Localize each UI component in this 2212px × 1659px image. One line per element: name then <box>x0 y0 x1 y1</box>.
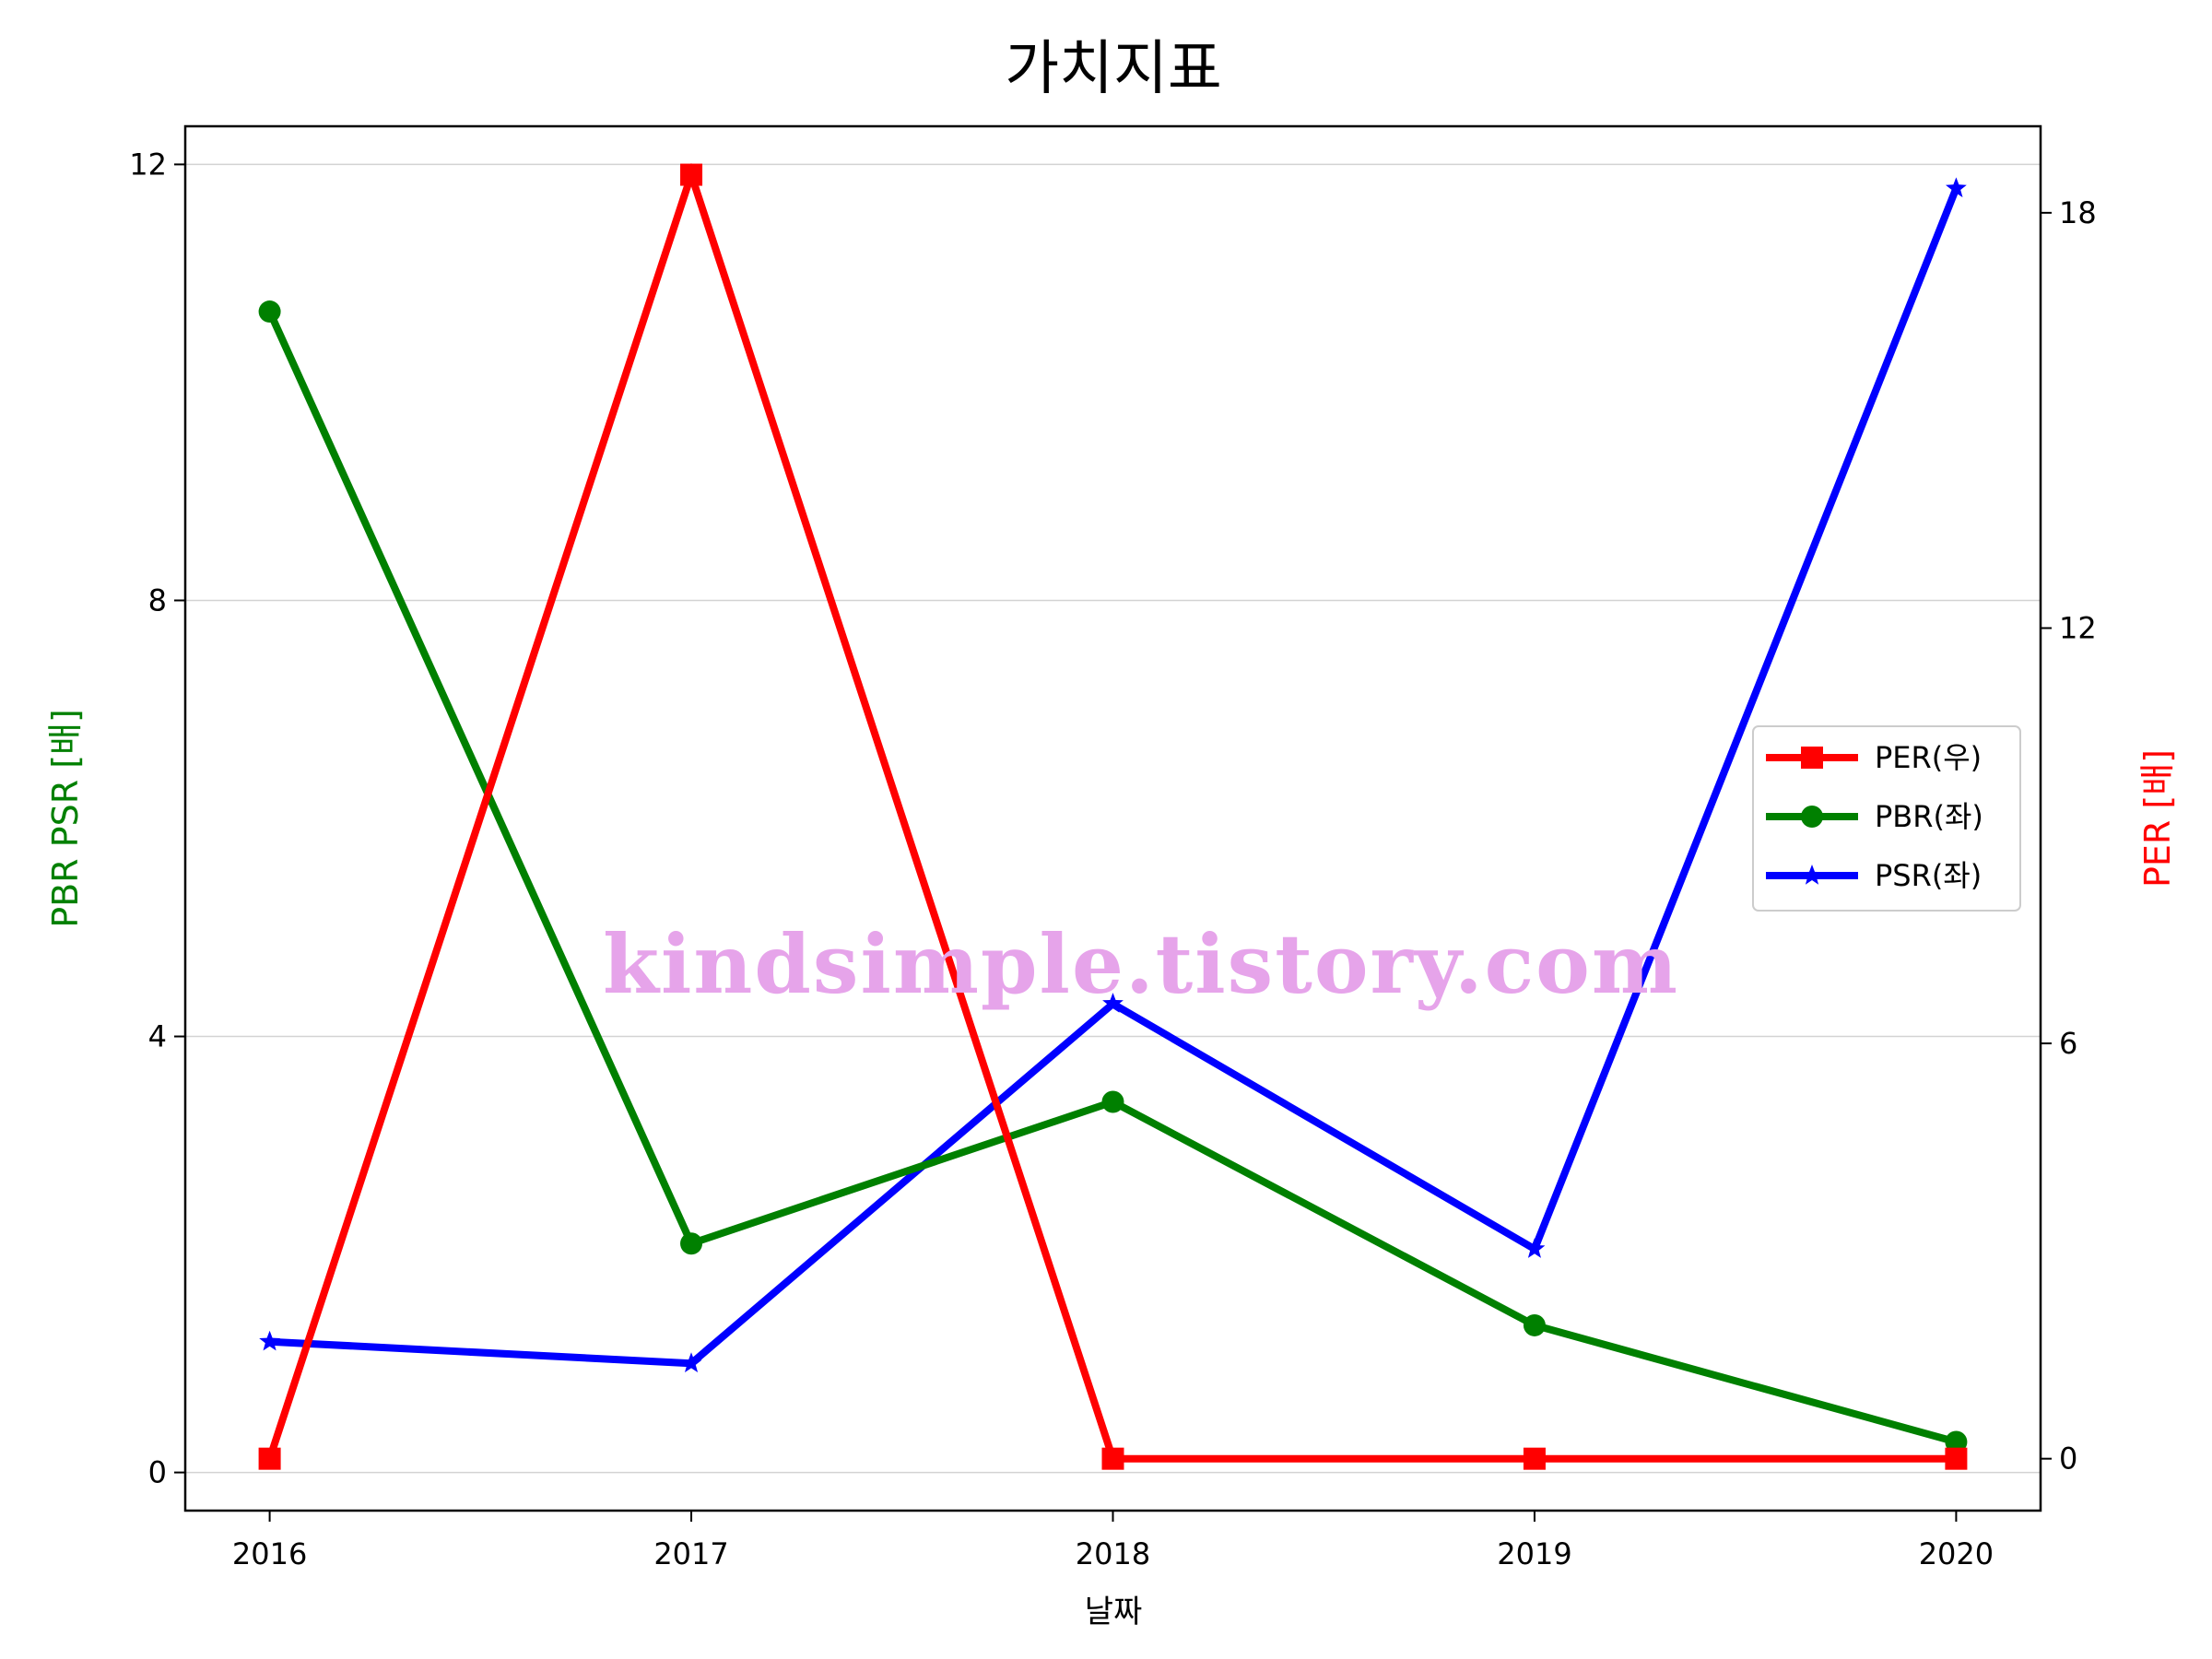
psr-point <box>1946 177 1967 198</box>
per-point <box>680 163 703 186</box>
x-axis-ticks: 2016 2017 2018 2019 2020 <box>232 1511 1994 1571</box>
x-axis-label: 날짜 <box>1085 1594 1143 1630</box>
left-y-axis-label: PBR PSR [배] <box>45 709 86 928</box>
left-y-tick-label: 0 <box>148 1455 167 1490</box>
legend: PER(우) PBR(좌) PSR(좌) <box>1752 725 2021 912</box>
left-y-tick-label: 4 <box>148 1019 167 1054</box>
left-y-tick-label: 12 <box>129 147 167 182</box>
pbr-point <box>258 300 281 324</box>
pbr-point <box>1523 1313 1546 1336</box>
per-series <box>258 162 1968 1470</box>
psr-point <box>680 1352 702 1372</box>
psr-legend-marker <box>1801 865 1823 885</box>
per-point <box>1945 1447 1968 1470</box>
right-y-tick-label: 0 <box>2059 1441 2077 1477</box>
pbr-legend-label: PBR(좌) <box>1875 799 1983 834</box>
pbr-series <box>258 300 1968 1453</box>
plot-area-frame <box>183 124 2042 1512</box>
per-point <box>1523 1447 1546 1470</box>
left-y-axis-ticks: 0 4 8 12 <box>129 147 185 1490</box>
per-point <box>258 1447 281 1470</box>
x-tick-label: 2019 <box>1497 1536 1571 1571</box>
psr-legend-label: PSR(좌) <box>1875 858 1982 893</box>
right-y-tick-label: 6 <box>2059 1026 2077 1061</box>
pbr-legend-marker <box>1801 806 1823 828</box>
psr-point <box>1102 993 1124 1013</box>
right-y-tick-label: 12 <box>2059 610 2097 645</box>
legend-box <box>1752 725 2021 912</box>
right-y-tick-label: 18 <box>2059 195 2097 230</box>
x-tick-label: 2017 <box>653 1536 728 1571</box>
per-legend-marker <box>1801 747 1823 769</box>
x-tick-label: 2020 <box>1919 1536 1994 1571</box>
x-tick-label: 2018 <box>1076 1536 1150 1571</box>
per-point <box>1101 1447 1124 1470</box>
right-y-axis-ticks: 0 6 12 18 <box>2041 195 2097 1477</box>
pbr-line <box>265 310 1958 1446</box>
psr-point <box>1524 1238 1546 1258</box>
psr-point <box>259 1330 280 1351</box>
left-y-tick-label: 8 <box>148 582 167 618</box>
pbr-point <box>1101 1090 1124 1113</box>
chart-title: 가치지표 <box>1005 35 1222 103</box>
pbr-point <box>680 1232 703 1255</box>
x-tick-label: 2016 <box>232 1536 307 1571</box>
pbr-point <box>1945 1430 1968 1453</box>
per-legend-label: PER(우) <box>1875 740 1982 775</box>
watermark-text: kindsimple.tistory.com <box>603 916 1679 1012</box>
right-y-axis-label: PER [배] <box>2137 749 2178 888</box>
series-lines <box>258 162 1968 1470</box>
psr-series <box>259 177 1967 1372</box>
gridlines <box>185 163 2041 1474</box>
psr-line <box>269 186 1960 1368</box>
